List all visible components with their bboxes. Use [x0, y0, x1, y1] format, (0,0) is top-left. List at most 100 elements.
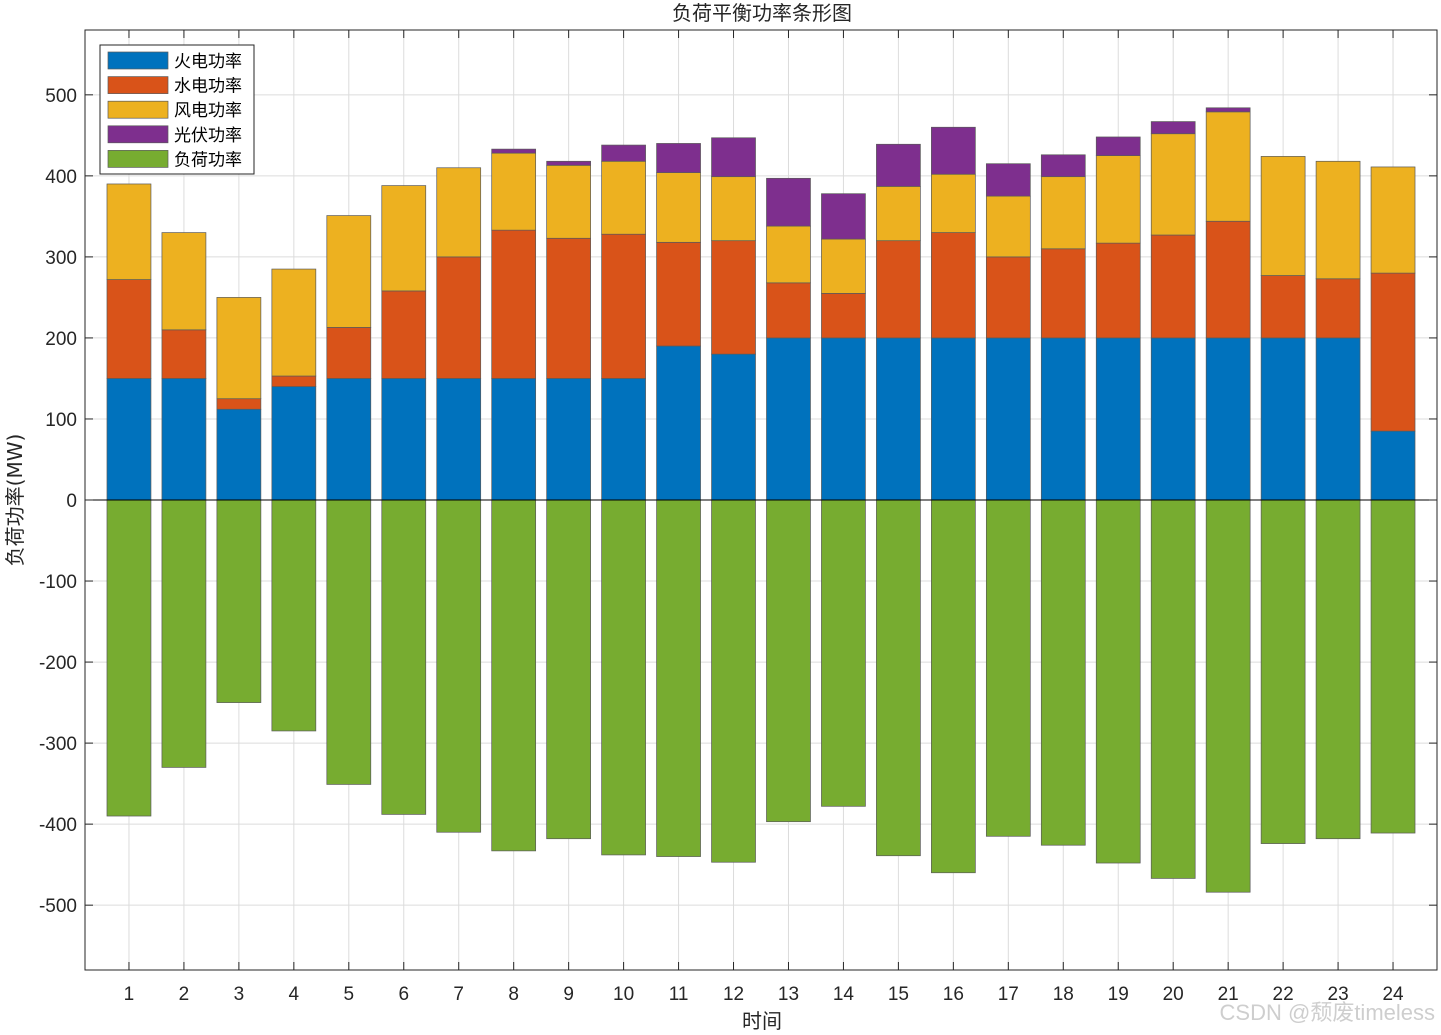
bar	[711, 499, 756, 863]
bar	[326, 378, 372, 501]
bar	[491, 378, 537, 501]
x-tick-label: 5	[344, 984, 355, 1005]
bar	[1260, 275, 1306, 339]
y-tick-label: 0	[66, 491, 77, 512]
bar	[656, 241, 701, 347]
bar	[1150, 499, 1196, 879]
x-tick-label: 23	[1328, 984, 1349, 1005]
y-tick-label: -200	[39, 653, 77, 674]
bar	[326, 327, 372, 379]
bar	[1040, 337, 1086, 501]
y-axis-label: 负荷功率(MW)	[3, 434, 27, 567]
legend-entry-label: 水电功率	[174, 77, 242, 97]
bar	[326, 499, 372, 785]
bar	[711, 176, 756, 242]
bar	[876, 143, 921, 187]
bar	[1370, 166, 1416, 274]
bar	[1095, 337, 1141, 501]
bar	[1370, 272, 1416, 432]
bar	[821, 293, 866, 339]
bar	[821, 337, 866, 501]
bar	[876, 499, 921, 857]
legend-entry-label: 负荷功率	[174, 150, 242, 170]
x-axis-label: 时间	[742, 1009, 782, 1033]
bar	[931, 126, 976, 175]
y-tick-label: -400	[39, 815, 77, 836]
bar	[821, 193, 866, 240]
bar	[106, 499, 152, 817]
bar	[601, 144, 646, 162]
bar	[656, 345, 701, 501]
bar	[216, 297, 262, 400]
bar	[161, 232, 207, 331]
bar	[106, 183, 152, 280]
y-tick-label: 100	[45, 410, 77, 431]
x-tick-label: 18	[1053, 984, 1074, 1005]
bar	[161, 378, 207, 501]
legend-swatch	[107, 76, 169, 94]
x-tick-label: 17	[998, 984, 1019, 1005]
bar	[876, 240, 921, 339]
bar	[766, 225, 811, 284]
x-tick-label: 19	[1108, 984, 1129, 1005]
bar	[711, 353, 756, 501]
bar	[601, 499, 646, 856]
bar	[601, 233, 646, 379]
bar	[1370, 430, 1416, 501]
bar	[271, 268, 317, 377]
bar	[1260, 337, 1306, 501]
bar	[1095, 155, 1141, 244]
bar	[546, 164, 591, 239]
legend-swatch	[107, 51, 169, 70]
bar	[381, 290, 427, 379]
bar	[436, 256, 482, 379]
x-tick-label: 12	[723, 984, 744, 1005]
bar	[216, 499, 262, 703]
bar	[546, 237, 591, 379]
bar	[216, 398, 262, 410]
bar	[1205, 220, 1251, 339]
bar	[1315, 499, 1361, 840]
bar	[216, 408, 262, 501]
bar	[326, 215, 372, 328]
legend-entry-label: 火电功率	[174, 52, 242, 72]
bar	[1040, 154, 1086, 178]
x-tick-label: 3	[234, 984, 245, 1005]
bar	[1205, 111, 1251, 222]
bar	[1205, 337, 1251, 501]
bar	[271, 375, 317, 387]
bar	[1095, 136, 1141, 156]
bar	[1095, 242, 1141, 339]
y-tick-label: 500	[45, 86, 77, 107]
bar	[1040, 248, 1086, 339]
bar	[766, 499, 811, 823]
x-tick-label: 9	[563, 984, 574, 1005]
bar	[985, 163, 1031, 197]
legend-entry-label: 风电功率	[174, 101, 242, 121]
bar	[1095, 499, 1141, 864]
x-tick-label: 1	[124, 984, 135, 1005]
x-tick-label: 15	[888, 984, 909, 1005]
bar	[876, 186, 921, 242]
legend-swatch	[107, 125, 169, 144]
bar	[1150, 133, 1196, 236]
bar	[1315, 337, 1361, 501]
y-tick-label: -500	[39, 896, 77, 917]
x-tick-label: 14	[833, 984, 855, 1005]
x-tick-label: 11	[669, 984, 689, 1005]
bar	[1260, 499, 1306, 844]
bar	[766, 337, 811, 501]
bar	[1150, 337, 1196, 501]
bar	[491, 152, 537, 231]
bar	[985, 256, 1031, 339]
bar	[821, 499, 866, 807]
bar	[271, 499, 317, 732]
y-tick-label: 300	[45, 248, 77, 269]
bar	[106, 378, 152, 501]
y-tick-label: 400	[45, 167, 77, 188]
x-tick-label: 6	[398, 984, 409, 1005]
bar	[381, 378, 427, 501]
